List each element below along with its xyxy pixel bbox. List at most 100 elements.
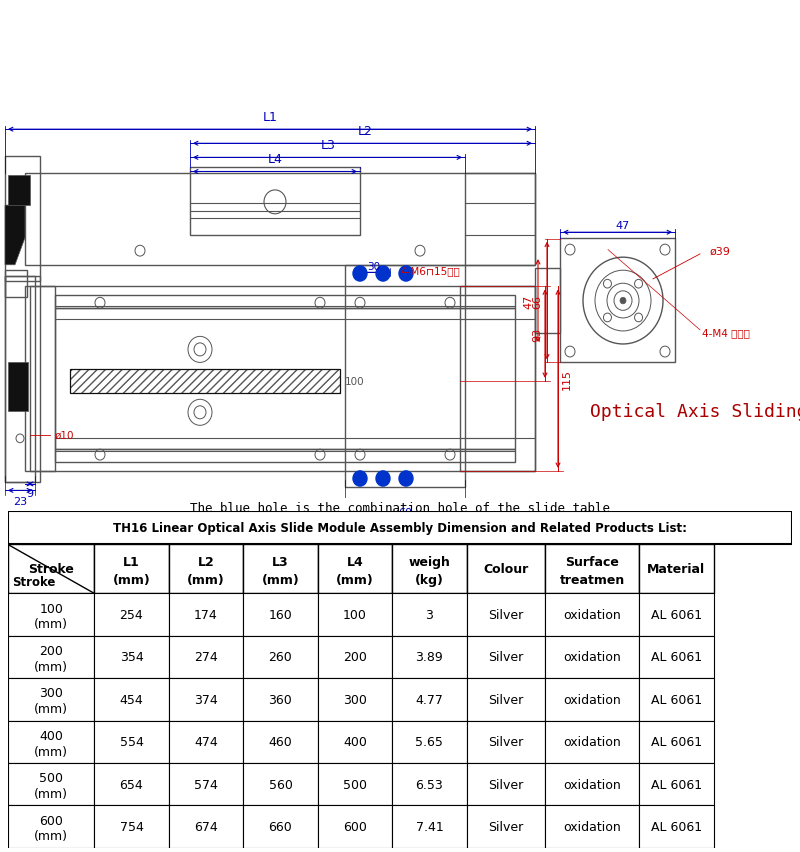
Circle shape (376, 471, 390, 486)
Text: 600: 600 (39, 814, 63, 826)
Text: (mm): (mm) (34, 660, 68, 673)
Bar (639, 721, 714, 763)
Bar (318, 763, 392, 805)
Bar (392, 805, 466, 848)
Text: oxidation: oxidation (563, 693, 621, 706)
Text: Stroke: Stroke (28, 563, 74, 576)
Bar (94, 636, 169, 678)
Bar (318, 594, 392, 636)
Text: Silver: Silver (488, 608, 523, 621)
Polygon shape (5, 206, 25, 266)
Text: L1: L1 (123, 556, 140, 568)
Bar (8, 763, 94, 805)
Bar (392, 763, 466, 805)
Text: 560: 560 (269, 778, 292, 791)
Bar (94, 805, 169, 848)
Bar (5, 276, 35, 482)
Bar (94, 678, 169, 721)
Text: 93: 93 (532, 327, 542, 342)
Text: oxidation: oxidation (563, 735, 621, 748)
Circle shape (353, 471, 367, 486)
Text: 674: 674 (194, 820, 218, 833)
Text: 4.77: 4.77 (415, 693, 443, 706)
Circle shape (620, 298, 626, 304)
Bar (25, 287, 535, 471)
Text: 160: 160 (269, 608, 292, 621)
Bar (70, 370, 340, 394)
Bar (535, 268, 560, 334)
Text: (mm): (mm) (34, 745, 68, 757)
Text: Surface: Surface (565, 556, 619, 568)
Bar (169, 805, 243, 848)
Text: 600: 600 (343, 820, 367, 833)
Bar (392, 678, 466, 721)
Bar (545, 763, 639, 805)
Bar (169, 763, 243, 805)
Text: oxidation: oxidation (563, 778, 621, 791)
Text: TH16 Linear Optical Axis Slide Module Assembly Dimension and Related Products Li: TH16 Linear Optical Axis Slide Module As… (113, 521, 687, 534)
Bar (243, 545, 318, 594)
Text: 66: 66 (532, 294, 542, 308)
Text: Colour: Colour (483, 563, 529, 576)
Text: L2: L2 (198, 556, 214, 568)
Bar (465, 173, 535, 266)
Bar (94, 545, 169, 594)
Text: 100: 100 (39, 602, 63, 615)
Text: Silver: Silver (488, 778, 523, 791)
Bar (639, 636, 714, 678)
Bar (392, 594, 466, 636)
Bar (639, 678, 714, 721)
Text: 660: 660 (269, 820, 292, 833)
Bar (545, 678, 639, 721)
Text: L3: L3 (321, 139, 335, 152)
Bar (8, 721, 94, 763)
Text: 23: 23 (13, 497, 27, 507)
Bar (466, 545, 545, 594)
Text: 60: 60 (398, 508, 412, 517)
Bar (639, 545, 714, 594)
Bar (243, 721, 318, 763)
Text: Silver: Silver (488, 735, 523, 748)
Text: 47: 47 (523, 294, 533, 308)
Text: 4-M6⊓15螺孔: 4-M6⊓15螺孔 (400, 266, 460, 276)
Bar (392, 636, 466, 678)
Bar (5, 271, 27, 298)
Bar (94, 594, 169, 636)
Bar (243, 594, 318, 636)
Bar (70, 370, 340, 394)
Bar (392, 721, 466, 763)
Text: AL 6061: AL 6061 (650, 651, 702, 664)
Bar (545, 545, 639, 594)
Text: (mm): (mm) (336, 573, 374, 586)
Bar (8, 805, 94, 848)
Text: 5.65: 5.65 (415, 735, 443, 748)
Text: Silver: Silver (488, 651, 523, 664)
Circle shape (353, 267, 367, 282)
Text: 374: 374 (194, 693, 218, 706)
Text: (mm): (mm) (34, 787, 68, 800)
Text: oxidation: oxidation (563, 820, 621, 833)
Bar (55, 296, 515, 308)
Text: 500: 500 (39, 771, 63, 785)
Bar (94, 721, 169, 763)
Bar (466, 763, 545, 805)
Text: 254: 254 (120, 608, 143, 621)
Bar (392, 545, 466, 594)
Text: 574: 574 (194, 778, 218, 791)
Bar (25, 173, 535, 266)
Text: treatmen: treatmen (559, 573, 625, 586)
Text: weigh: weigh (409, 556, 450, 568)
Text: 200: 200 (39, 644, 63, 657)
Bar (30, 287, 55, 471)
Circle shape (399, 471, 413, 486)
Bar (70, 370, 340, 394)
Bar (560, 239, 675, 363)
Text: 454: 454 (120, 693, 143, 706)
Bar (639, 594, 714, 636)
Bar (466, 594, 545, 636)
Text: 47: 47 (616, 221, 630, 230)
Bar (94, 763, 169, 805)
Bar (8, 594, 94, 636)
Bar (8, 511, 792, 545)
Bar (318, 721, 392, 763)
